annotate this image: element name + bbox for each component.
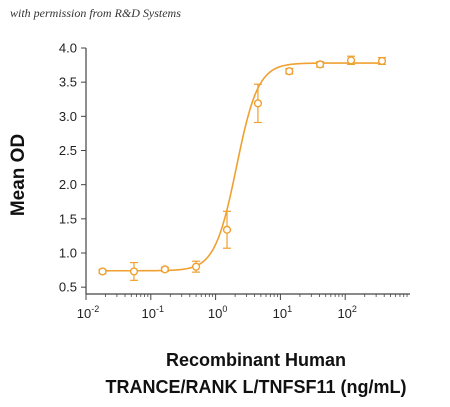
x-axis-title-line2: TRANCE/RANK L/TNFSF11 (ng/mL) [106, 377, 407, 397]
x-tick-label: 10-2 [77, 304, 99, 321]
watermark: with permission from R&D Systems [10, 6, 181, 20]
point-marker [129, 267, 139, 276]
point-marker [253, 99, 263, 108]
x-tick-label: 100 [208, 304, 227, 321]
x-axis-title-line1: Recombinant Human [166, 350, 346, 370]
data-points [98, 55, 387, 281]
data-point [191, 260, 201, 273]
point-marker [346, 56, 356, 65]
y-tick-label: 2.5 [59, 143, 77, 158]
point-marker [316, 60, 325, 69]
point-marker [285, 67, 294, 76]
y-tick-label: 3.0 [59, 109, 77, 124]
y-tick-label: 0.5 [59, 280, 77, 295]
point-marker [222, 225, 232, 234]
x-tick-label: 101 [273, 304, 292, 321]
y-tick-label: 4.0 [59, 41, 77, 56]
fit-curve-group [102, 62, 383, 272]
point-marker [377, 56, 387, 66]
data-point [316, 60, 325, 69]
axes [81, 47, 410, 300]
y-axis-title: Mean OD [8, 134, 29, 216]
point-marker [191, 262, 201, 271]
x-tick-label: 102 [337, 304, 356, 321]
data-point [129, 261, 139, 281]
point-marker [98, 267, 107, 276]
data-point [222, 210, 232, 249]
y-tick-label: 3.5 [59, 75, 77, 90]
data-point [160, 265, 169, 274]
data-point [253, 83, 263, 124]
y-tick-label: 2.0 [59, 177, 77, 192]
x-tick-label: 10-1 [142, 304, 164, 321]
fit-curve [102, 62, 383, 272]
tick-labels: 0.5 1.0 1.5 2.0 2.5 3.0 3.5 4.0 10-2 10-1 100 101 10… [59, 41, 357, 322]
data-point [377, 56, 387, 66]
data-point [346, 55, 356, 66]
data-point [98, 267, 107, 276]
y-tick-label: 1.5 [59, 211, 77, 226]
y-tick-label: 1.0 [59, 246, 77, 261]
data-point [285, 67, 294, 76]
point-marker [160, 265, 169, 274]
